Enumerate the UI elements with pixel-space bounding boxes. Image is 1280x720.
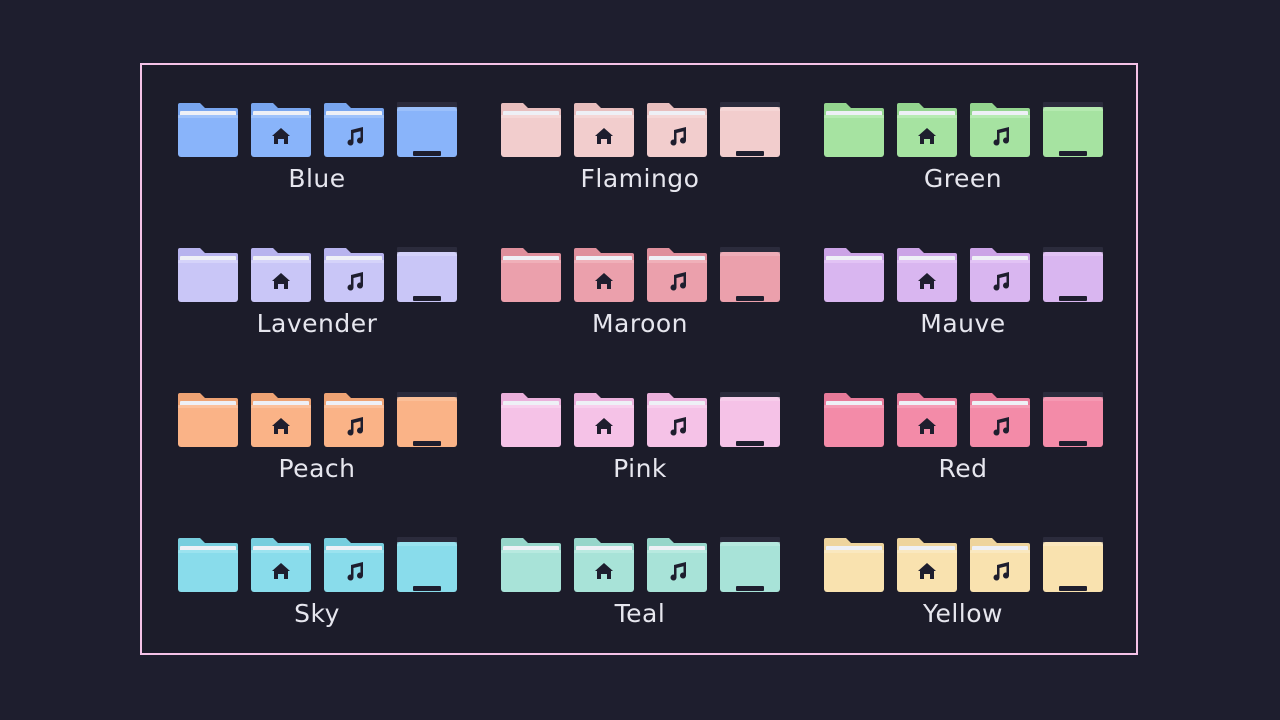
folder-icon[interactable] [501,247,561,303]
folder-music-icon[interactable] [970,247,1030,303]
folder-music-icon[interactable] [324,247,384,303]
folder-icon[interactable] [824,247,884,303]
set-label: Lavender [256,309,378,338]
palette-frame: Blue Flamingo [140,63,1138,655]
folder-open-icon[interactable] [720,102,780,158]
set-label: Flamingo [580,164,700,193]
folder-set-maroon: Maroon [501,247,780,392]
folder-icon[interactable] [501,102,561,158]
folder-home-icon[interactable] [897,247,957,303]
folder-open-icon[interactable] [1043,537,1103,593]
folder-icon[interactable] [178,102,238,158]
folder-home-icon[interactable] [574,102,634,158]
set-label: Blue [288,164,346,193]
set-label: Yellow [923,599,1003,628]
folder-icons-row [501,392,780,448]
folder-open-icon[interactable] [720,392,780,448]
folder-open-icon[interactable] [397,392,457,448]
folder-home-icon[interactable] [251,102,311,158]
folder-icons-row [178,102,457,158]
folder-open-icon[interactable] [1043,102,1103,158]
folder-set-blue: Blue [178,102,457,247]
folder-set-sky: Sky [178,537,457,682]
folder-home-icon[interactable] [897,392,957,448]
set-label: Green [923,164,1003,193]
set-label: Peach [278,454,356,483]
folder-music-icon[interactable] [970,102,1030,158]
folder-set-teal: Teal [501,537,780,682]
folder-icon[interactable] [824,392,884,448]
folder-home-icon[interactable] [897,102,957,158]
folder-set-pink: Pink [501,392,780,537]
folder-set-grid: Blue Flamingo [178,102,1103,682]
folder-home-icon[interactable] [251,247,311,303]
folder-open-icon[interactable] [1043,392,1103,448]
folder-icon[interactable] [178,537,238,593]
set-label: Sky [294,599,340,628]
folder-icons-row [178,392,457,448]
folder-music-icon[interactable] [970,392,1030,448]
folder-home-icon[interactable] [251,537,311,593]
folder-music-icon[interactable] [647,392,707,448]
set-label: Maroon [591,309,689,338]
folder-home-icon[interactable] [897,537,957,593]
folder-icons-row [824,247,1103,303]
folder-open-icon[interactable] [720,537,780,593]
folder-icons-row [824,392,1103,448]
folder-icon[interactable] [501,537,561,593]
folder-open-icon[interactable] [397,102,457,158]
folder-music-icon[interactable] [324,102,384,158]
folder-icons-row [178,247,457,303]
set-label: Teal [614,599,666,628]
folder-icon[interactable] [178,247,238,303]
folder-icons-row [824,537,1103,593]
folder-set-green: Green [824,102,1103,247]
folder-open-icon[interactable] [1043,247,1103,303]
folder-open-icon[interactable] [397,247,457,303]
set-label: Red [938,454,988,483]
folder-icon[interactable] [824,102,884,158]
folder-home-icon[interactable] [574,537,634,593]
folder-music-icon[interactable] [647,102,707,158]
folder-set-red: Red [824,392,1103,537]
folder-music-icon[interactable] [647,537,707,593]
folder-open-icon[interactable] [720,247,780,303]
folder-music-icon[interactable] [970,537,1030,593]
folder-icons-row [501,102,780,158]
folder-home-icon[interactable] [251,392,311,448]
folder-open-icon[interactable] [397,537,457,593]
folder-set-yellow: Yellow [824,537,1103,682]
folder-set-mauve: Mauve [824,247,1103,392]
folder-music-icon[interactable] [647,247,707,303]
folder-music-icon[interactable] [324,392,384,448]
folder-set-flamingo: Flamingo [501,102,780,247]
folder-icons-row [178,537,457,593]
folder-music-icon[interactable] [324,537,384,593]
folder-icon[interactable] [824,537,884,593]
folder-home-icon[interactable] [574,392,634,448]
folder-icons-row [501,247,780,303]
folder-icons-row [501,537,780,593]
folder-icon[interactable] [501,392,561,448]
folder-set-peach: Peach [178,392,457,537]
folder-set-lavender: Lavender [178,247,457,392]
folder-icons-row [824,102,1103,158]
set-label: Mauve [920,309,1006,338]
folder-icon[interactable] [178,392,238,448]
set-label: Pink [613,454,667,483]
folder-home-icon[interactable] [574,247,634,303]
